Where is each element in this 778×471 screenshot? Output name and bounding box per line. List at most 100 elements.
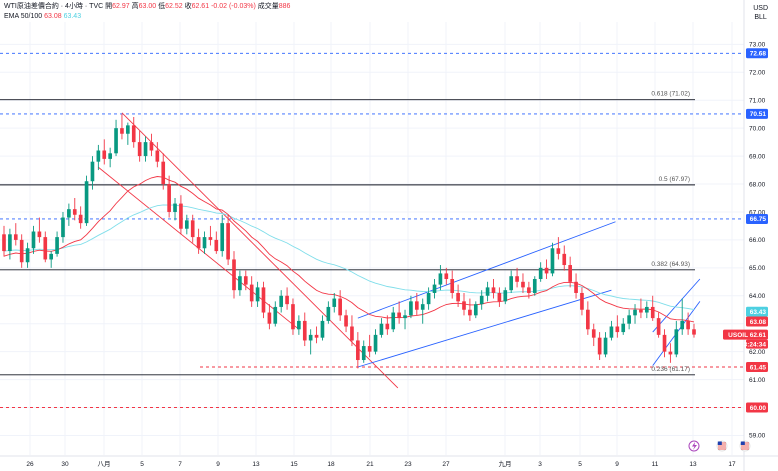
candle-body <box>184 220 189 229</box>
candle-body <box>55 237 59 254</box>
candle-body <box>409 301 413 316</box>
candle-body <box>562 253 567 266</box>
candle-body <box>385 323 390 330</box>
candle-body <box>96 150 101 162</box>
candle-body <box>173 203 177 212</box>
flag-canton <box>717 441 722 445</box>
candle-body <box>532 279 537 293</box>
flag-channel-upper <box>652 278 701 333</box>
candle-body <box>627 315 631 324</box>
candle-body <box>314 334 319 338</box>
candle-body <box>674 329 679 355</box>
countdown-tag <box>746 339 768 349</box>
candle-body <box>238 276 242 291</box>
price-tag <box>746 108 768 119</box>
candle-body <box>503 290 508 302</box>
candle-body <box>521 281 525 288</box>
candle-body <box>656 318 661 335</box>
legend-ema-label[interactable]: EMA 50/100 <box>4 13 43 20</box>
candle-body <box>603 337 608 355</box>
candle-body <box>609 326 614 338</box>
candle-body <box>662 334 667 352</box>
candle-body <box>43 237 48 260</box>
candle-body <box>149 142 154 151</box>
candle-body <box>214 239 219 252</box>
x-tick-label: 5 <box>578 461 582 468</box>
x-tick-label: 18 <box>327 461 335 468</box>
candle-body <box>67 209 71 218</box>
candle-body <box>326 306 331 321</box>
x-tick-label: 7 <box>178 461 182 468</box>
candle-body <box>208 237 213 240</box>
price-tag <box>746 48 768 59</box>
candle-body <box>432 284 437 293</box>
candle-body <box>273 306 278 324</box>
candle-body <box>350 326 354 341</box>
fib-level-label: 0.236 (61.17) <box>651 366 690 373</box>
price-tag-text: 72.68 <box>750 51 767 58</box>
price-axis[interactable]: 73.00 72.00 71.00 70.00 69.00 68.00 67.00 66.00… <box>743 0 766 471</box>
flag-canton <box>740 441 745 445</box>
candle-body <box>338 298 342 316</box>
candle-body <box>379 323 384 335</box>
y-tick-label: 66.00 <box>749 237 766 244</box>
currency-line1: USD <box>753 5 768 12</box>
x-tick-label: 11 <box>652 461 659 468</box>
candle-body <box>591 329 596 338</box>
candle-body <box>126 125 130 134</box>
candle-body <box>19 239 24 263</box>
legend-open-label: 開 <box>105 3 113 10</box>
candle-body <box>650 306 655 319</box>
candle-body <box>90 161 95 182</box>
candle-body <box>285 295 289 305</box>
candle-body <box>332 298 337 307</box>
fib-level-label: 0.618 (71.02) <box>651 91 690 98</box>
candle-body <box>574 281 578 293</box>
candle-body <box>261 287 266 313</box>
legend-high: 63.00 <box>138 3 157 10</box>
x-tick-label: 17 <box>728 461 736 468</box>
candle-body <box>167 184 171 212</box>
candle-body <box>373 334 378 352</box>
candle-body <box>633 309 637 316</box>
up-channel-lower <box>357 289 612 368</box>
candle-body <box>302 320 307 341</box>
candle-body <box>226 223 230 260</box>
candle-body <box>308 334 313 341</box>
x-tick-label: 3 <box>538 461 542 468</box>
price-tag <box>746 306 768 317</box>
x-tick-label: 26 <box>26 461 34 468</box>
y-tick-label: 70.00 <box>749 125 766 132</box>
candle-body <box>680 320 685 330</box>
x-tick-label: 13 <box>689 461 697 468</box>
legend-symbol[interactable]: WTI原油差價合約 · 4小時 · TVC <box>4 3 104 10</box>
candle-body <box>668 351 673 355</box>
candle-body <box>31 231 36 249</box>
candle-body <box>639 309 643 313</box>
candle-body <box>137 142 142 157</box>
price-tag-text: 61.45 <box>750 364 767 371</box>
candle-body <box>426 292 431 305</box>
candle-body <box>8 234 12 252</box>
candle-body <box>291 304 295 330</box>
up-channel-upper <box>357 221 616 319</box>
currency-unit[interactable]: USD BLL <box>753 4 768 22</box>
legend-ema50: 63.08 <box>44 13 62 20</box>
candle-body <box>78 214 83 224</box>
candle-body <box>108 153 112 159</box>
candle-body <box>190 220 195 238</box>
candle-body <box>568 265 572 282</box>
fib-level-label: 0.5 (67.97) <box>659 176 690 183</box>
price-tag <box>746 213 768 224</box>
candle-body <box>550 248 555 274</box>
candle-body <box>586 309 590 330</box>
price-tag-text: USOIL 62.61 <box>728 332 766 339</box>
candle-body <box>509 276 514 291</box>
grid <box>0 22 744 455</box>
x-tick-label: 23 <box>404 461 412 468</box>
candle-body <box>297 320 301 330</box>
time-axis[interactable]: 26 30 八月 5 7 9 13 15 18 21 23 27 九月 3 5 9 11 13 17 <box>0 455 778 468</box>
candle-body <box>114 128 118 154</box>
currency-line2: BLL <box>754 14 767 21</box>
